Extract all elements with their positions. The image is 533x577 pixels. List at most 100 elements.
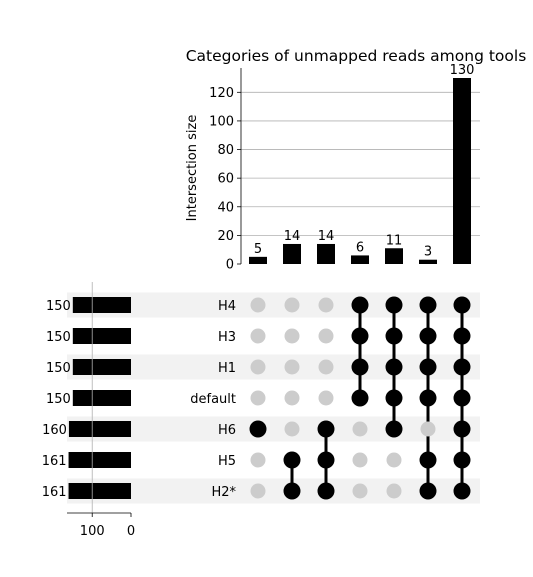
set-size-label: 150 <box>46 361 71 376</box>
set-size-bar <box>72 390 131 406</box>
row-stripe <box>67 416 480 442</box>
matrix-dot-active <box>351 358 369 376</box>
matrix-dot-inactive <box>250 328 266 344</box>
chart-title: Categories of unmapped reads among tools <box>186 47 527 65</box>
matrix-dot-active <box>419 482 437 500</box>
matrix-dot-inactive <box>250 359 266 375</box>
matrix-dot-active <box>385 358 403 376</box>
set-size-label: 150 <box>46 299 71 314</box>
y-axis: 0 20 40 60 80 100 120 <box>209 67 242 273</box>
matrix-dot-active <box>419 451 437 469</box>
bar-value-label: 11 <box>386 233 403 248</box>
matrix-dot-inactive <box>420 421 436 437</box>
set-name-label: default <box>190 392 236 407</box>
bar-value-label: 14 <box>284 229 301 244</box>
y-tick-label: 100 <box>209 114 234 129</box>
y-tick-label: 20 <box>217 229 234 244</box>
matrix-dot-active <box>283 482 301 500</box>
matrix-dot-inactive <box>284 328 300 344</box>
intersection-bar <box>249 256 267 264</box>
intersection-bars: 5 14 14 6 11 3 130 <box>249 63 474 264</box>
set-size-bar <box>72 359 131 375</box>
matrix-dot-active <box>351 327 369 345</box>
bar-value-label: 3 <box>424 245 432 260</box>
set-size-bar <box>68 421 131 437</box>
matrix-dot-active <box>453 420 471 438</box>
matrix-dot-inactive <box>318 328 334 344</box>
set-size-tick-label: 100 <box>80 524 105 539</box>
matrix-row-stripes <box>67 292 480 504</box>
set-size-bar <box>68 483 131 499</box>
set-name-label: H6 <box>218 423 236 438</box>
matrix-dot-active <box>453 358 471 376</box>
y-axis-label: Intersection size <box>185 115 200 222</box>
y-tick-label: 120 <box>209 86 234 101</box>
matrix-dot-active <box>351 296 369 314</box>
matrix-dot-inactive <box>318 359 334 375</box>
set-name-label: H4 <box>218 299 236 314</box>
intersection-bar <box>351 255 369 264</box>
set-size-tick-label: 0 <box>127 524 135 539</box>
intersection-bar <box>385 248 403 264</box>
matrix-dot-active <box>419 389 437 407</box>
matrix-dot-active <box>385 327 403 345</box>
matrix-dot-inactive <box>284 359 300 375</box>
bar-value-label: 6 <box>356 240 364 255</box>
matrix-dot-inactive <box>318 297 334 313</box>
matrix-dot-active <box>453 296 471 314</box>
matrix-dot-inactive <box>284 421 300 437</box>
matrix-dot-active <box>283 451 301 469</box>
set-size-bar <box>68 452 131 468</box>
matrix-dot-inactive <box>250 452 266 468</box>
set-name-labels: H4 H3 H1 default H6 H5 H2* <box>190 299 236 500</box>
set-size-label: 150 <box>46 330 71 345</box>
matrix-dot-inactive <box>250 390 266 406</box>
matrix-dot-active <box>351 389 369 407</box>
matrix-dot-inactive <box>250 297 266 313</box>
matrix-dot-active <box>453 451 471 469</box>
row-stripe <box>67 354 480 380</box>
matrix-dot-inactive <box>250 483 266 499</box>
matrix-dot-inactive <box>386 483 402 499</box>
matrix-dot-active <box>453 482 471 500</box>
intersection-bar <box>419 259 437 264</box>
y-tick-label: 40 <box>217 200 234 215</box>
bar-value-label: 130 <box>450 63 475 78</box>
y-tick-label: 80 <box>217 143 234 158</box>
set-size-axis: 100 0 <box>67 282 135 539</box>
matrix-dot-active <box>419 296 437 314</box>
set-size-label: 161 <box>42 485 67 500</box>
matrix-dot-active <box>419 327 437 345</box>
bar-value-label: 5 <box>254 242 262 257</box>
matrix-dot-inactive <box>352 483 368 499</box>
row-stripe <box>67 292 480 318</box>
set-name-label: H2* <box>211 485 236 500</box>
matrix-dot-active <box>385 389 403 407</box>
y-tick-label: 0 <box>226 258 234 273</box>
bar-value-label: 14 <box>318 229 335 244</box>
set-size-bar <box>72 297 131 313</box>
matrix-dot-inactive <box>352 421 368 437</box>
matrix-dot-inactive <box>284 390 300 406</box>
intersection-bar <box>283 243 301 264</box>
y-tick-label: 60 <box>217 172 234 187</box>
intersection-matrix <box>249 296 471 500</box>
set-size-bars: 150 150 150 150 160 161 161 <box>42 297 131 500</box>
set-size-label: 161 <box>42 454 67 469</box>
matrix-dot-active <box>385 420 403 438</box>
matrix-dot-active <box>317 451 335 469</box>
intersection-bar <box>317 243 335 264</box>
set-name-label: H3 <box>218 330 236 345</box>
set-name-label: H1 <box>218 361 236 376</box>
matrix-dot-active <box>419 358 437 376</box>
matrix-dot-active <box>317 482 335 500</box>
matrix-dot-inactive <box>284 297 300 313</box>
set-size-label: 160 <box>42 423 67 438</box>
intersection-bar <box>453 78 471 264</box>
matrix-dot-active <box>249 420 267 438</box>
row-stripe <box>67 478 480 504</box>
matrix-dot-active <box>317 420 335 438</box>
y-gridlines <box>241 91 480 236</box>
matrix-dot-active <box>453 389 471 407</box>
